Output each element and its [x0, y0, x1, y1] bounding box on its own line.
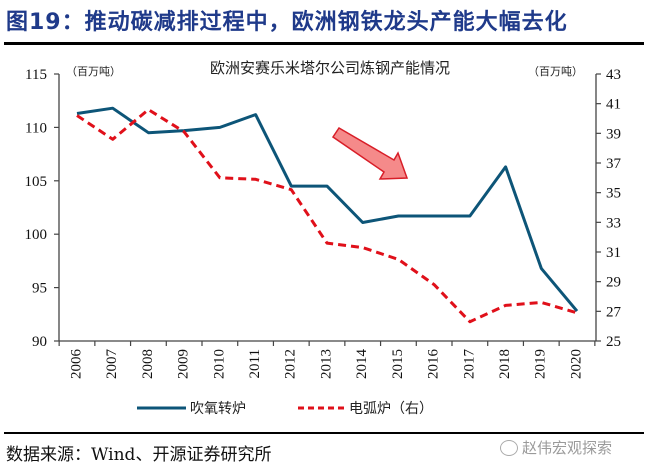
x-tick-label: 2011 [247, 349, 263, 378]
watermark-text: 赵伟宏观探索 [522, 439, 613, 457]
right-tick-label: 39 [606, 126, 621, 142]
watermark: 赵伟宏观探索 [500, 437, 612, 458]
x-tick-label: 2010 [211, 349, 227, 379]
x-tick-label: 2014 [354, 349, 370, 380]
left-unit-label: （百万吨） [66, 65, 121, 78]
x-tick-label: 2009 [176, 349, 192, 379]
x-tick-label: 2006 [68, 349, 84, 380]
x-tick-label: 2007 [104, 349, 120, 380]
x-tick-label: 2016 [426, 349, 442, 380]
right-unit-label: （百万吨） [528, 65, 583, 78]
left-tick-label: 90 [32, 334, 47, 350]
left-tick-label: 105 [25, 174, 48, 190]
arrow-shape [331, 126, 409, 180]
x-tick-label: 2018 [497, 349, 513, 379]
wechat-icon [500, 439, 518, 456]
x-tick-label: 2017 [461, 349, 477, 380]
x-tick-label: 2019 [533, 349, 549, 379]
source-note: 数据来源：Wind、开源证券研究所 [6, 445, 272, 465]
right-tick-label: 31 [606, 245, 621, 261]
left-tick-label: 110 [25, 120, 47, 136]
left-tick-label: 95 [32, 281, 47, 297]
right-tick-label: 43 [606, 67, 621, 83]
chart-title: 欧洲安赛乐米塔尔公司炼钢产能情况 [210, 59, 450, 77]
x-tick-label: 2012 [283, 349, 299, 379]
right-tick-label: 35 [606, 186, 621, 202]
bottom-rule [4, 432, 644, 434]
right-tick-label: 33 [606, 215, 621, 231]
series-layer [76, 106, 579, 324]
right-tick-label: 29 [606, 275, 621, 291]
series-line-eaf [76, 108, 578, 324]
axes: 90 95 100 105 110 115 25 27 29 31 33 35 37 39 41 43 2006… [25, 67, 622, 379]
x-tick-label: 2020 [568, 349, 584, 379]
right-tick-label: 25 [606, 334, 621, 350]
legend: 吹氧转炉 电弧炉（右） [137, 401, 433, 417]
right-tick-label: 37 [606, 156, 622, 172]
right-tick-label: 27 [606, 304, 622, 320]
top-rule [4, 42, 644, 45]
x-tick-label: 2008 [140, 349, 156, 379]
left-tick-label: 100 [25, 227, 48, 243]
x-tick-label: 2013 [318, 349, 334, 379]
series-line-bof [76, 106, 579, 313]
figure-title: 图19：推动碳减排过程中，欧洲钢铁龙头产能大幅去化 [6, 10, 568, 35]
legend-label-eaf: 电弧炉（右） [349, 401, 433, 417]
trend-arrow-icon [331, 126, 409, 180]
chart: 90 95 100 105 110 115 25 27 29 31 33 35 37 39 41 43 2006… [25, 59, 622, 417]
left-tick-label: 115 [25, 67, 47, 83]
legend-label-bof: 吹氧转炉 [190, 401, 246, 417]
x-tick-label: 2015 [390, 349, 406, 379]
right-tick-label: 41 [606, 97, 621, 113]
